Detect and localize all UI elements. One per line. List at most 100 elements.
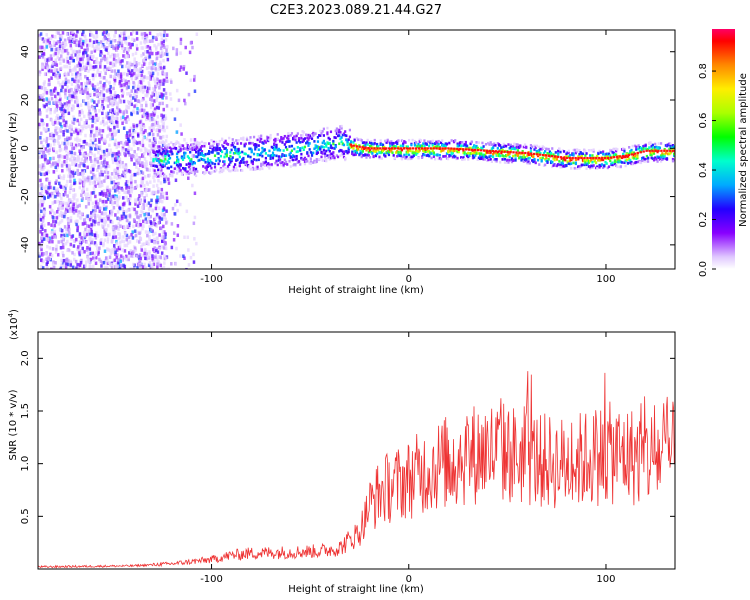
heatmap-cell xyxy=(370,141,373,145)
heatmap-cell xyxy=(74,75,78,79)
heatmap-cell xyxy=(591,165,594,169)
heatmap-cell xyxy=(40,232,44,236)
heatmap-cell xyxy=(597,158,600,162)
heatmap-cell xyxy=(165,48,168,52)
heatmap-cell xyxy=(106,185,109,190)
heatmap-cell xyxy=(139,213,142,218)
heatmap-cell xyxy=(145,111,149,116)
heatmap-cell xyxy=(129,93,132,98)
heatmap-cell xyxy=(133,71,136,76)
heatmap-cell xyxy=(144,129,147,133)
heatmap-cell xyxy=(494,144,497,147)
heatmap-cell xyxy=(148,132,152,136)
heatmap-cell xyxy=(76,83,80,88)
heatmap-cell xyxy=(149,77,152,81)
heatmap-cell xyxy=(165,149,168,152)
heatmap-cell xyxy=(86,54,89,58)
heatmap-cell xyxy=(313,147,316,151)
heatmap-cell xyxy=(119,224,122,228)
heatmap-cell xyxy=(585,163,588,167)
heatmap-cell xyxy=(149,144,152,148)
heatmap-cell xyxy=(85,232,89,237)
heatmap-cell xyxy=(164,38,168,42)
heatmap-cell xyxy=(106,188,109,193)
heatmap-cell xyxy=(189,138,193,142)
heatmap-cell xyxy=(47,56,51,61)
heatmap-cell xyxy=(91,164,94,168)
heatmap-cell xyxy=(127,189,130,194)
heatmap-cell xyxy=(89,138,93,143)
heatmap-cell xyxy=(288,140,291,143)
heatmap-cell xyxy=(108,132,112,136)
heatmap-cell xyxy=(72,244,76,248)
heatmap-cell xyxy=(226,165,230,168)
heatmap-cell xyxy=(489,151,492,154)
heatmap-cell xyxy=(170,245,174,250)
heatmap-cell xyxy=(320,132,323,135)
heatmap-cell xyxy=(145,193,148,198)
heatmap-cell xyxy=(552,153,555,156)
heatmap-cell xyxy=(89,257,93,262)
heatmap-cell xyxy=(158,199,162,203)
heatmap-cell xyxy=(176,163,179,167)
heatmap-cell xyxy=(78,113,81,117)
heatmap-cell xyxy=(151,51,154,56)
heatmap-cell xyxy=(61,46,65,50)
heatmap-cell xyxy=(85,95,89,99)
heatmap-cell xyxy=(217,152,220,155)
heatmap-cell xyxy=(303,145,307,149)
heatmap-cell xyxy=(123,54,127,58)
heatmap-cell xyxy=(92,67,96,71)
heatmap-cell xyxy=(141,114,145,119)
heatmap-cell xyxy=(148,237,151,242)
heatmap-cell xyxy=(488,151,491,155)
heatmap-cell xyxy=(260,152,263,155)
heatmap-cell xyxy=(116,162,120,166)
heatmap-cell xyxy=(243,143,246,147)
heatmap-cell xyxy=(102,260,106,265)
heatmap-cell xyxy=(245,164,249,167)
heatmap-cell xyxy=(368,155,372,159)
heatmap-cell xyxy=(118,267,121,269)
heatmap-cell xyxy=(215,146,218,150)
heatmap-cell xyxy=(102,199,106,204)
heatmap-cell xyxy=(432,155,436,158)
heatmap-cell xyxy=(108,116,111,120)
heatmap-cell xyxy=(81,246,85,251)
heatmap-cell xyxy=(81,196,84,201)
heatmap-cell xyxy=(124,116,127,121)
heatmap-cell xyxy=(573,148,576,152)
heatmap-cell xyxy=(85,248,89,252)
heatmap-cell xyxy=(149,203,152,208)
heatmap-cell xyxy=(370,140,373,143)
heatmap-cell xyxy=(224,152,227,156)
heatmap-cell xyxy=(63,192,67,196)
heatmap-cell xyxy=(69,216,73,220)
heatmap-cell xyxy=(123,249,127,253)
heatmap-cell xyxy=(277,148,281,152)
heatmap-cell xyxy=(276,133,279,136)
heatmap-cell xyxy=(46,237,50,242)
heatmap-cell xyxy=(67,224,70,229)
heatmap-cell xyxy=(442,148,445,152)
heatmap-cell xyxy=(381,145,385,148)
heatmap-cell xyxy=(393,145,396,148)
heatmap-cell xyxy=(347,147,350,151)
heatmap-cell xyxy=(116,253,119,257)
heatmap-cell xyxy=(303,137,307,140)
heatmap-cell xyxy=(79,260,83,265)
heatmap-cell xyxy=(39,131,43,136)
heatmap-cell xyxy=(221,138,224,142)
heatmap-cell xyxy=(174,148,178,152)
heatmap-cell xyxy=(497,144,501,147)
heatmap-cell xyxy=(131,72,134,77)
heatmap-cell xyxy=(121,59,124,63)
heatmap-cell xyxy=(467,155,470,159)
heatmap-cell xyxy=(196,155,199,159)
heatmap-cell xyxy=(349,146,353,149)
heatmap-cell xyxy=(44,189,48,194)
heatmap-cell xyxy=(501,158,504,161)
heatmap-cell xyxy=(93,258,96,263)
heatmap-cell xyxy=(79,178,82,183)
